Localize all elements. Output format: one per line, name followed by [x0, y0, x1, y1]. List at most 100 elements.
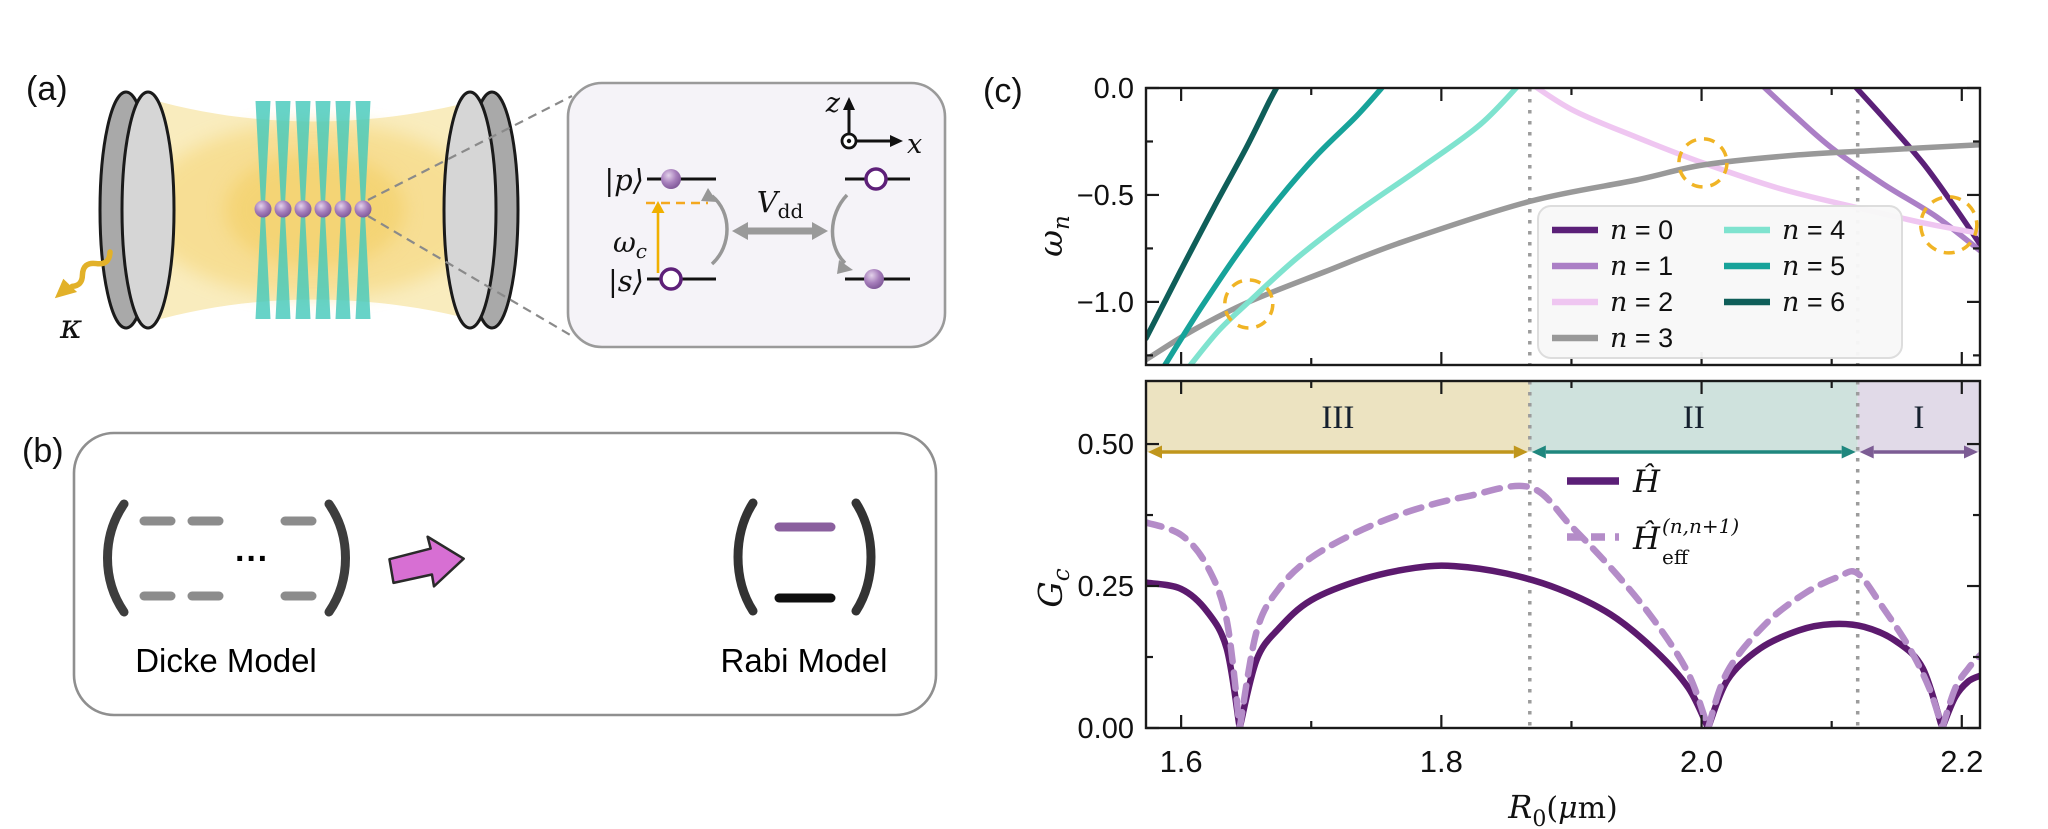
region-arrowhead-left-II [1531, 445, 1546, 459]
reduction-arrow-shape [388, 535, 465, 588]
vdd-base: V [757, 185, 781, 219]
region-band-II [1529, 381, 1858, 452]
top-chart-frame [1144, 86, 1982, 367]
state-s-label: |s⟩ [608, 264, 644, 298]
region-bands: III II I [1146, 381, 1980, 459]
dipole-exchange-arrowhead-left [732, 222, 748, 240]
xtick-label: 1.6 [1160, 744, 1203, 779]
omega-c-sub: c [636, 239, 647, 263]
panel-b-box [72, 431, 938, 717]
zoom-wedge-line-top [367, 95, 573, 201]
H-hat: Ĥ [1632, 462, 1661, 500]
atom [254, 200, 272, 218]
curve-n=6 [1146, 88, 1280, 342]
xtick-label: 2.2 [1940, 744, 1983, 779]
rabi-matrix: Rabi Model [721, 498, 887, 679]
Heff-sup: (n,n+1) [1662, 514, 1739, 538]
xtick-label: 2.0 [1680, 744, 1723, 779]
omega-c-arrowhead [651, 201, 665, 213]
top-chart-curves [1146, 88, 1980, 365]
Heff-sub: eff [1662, 545, 1690, 569]
atom [334, 200, 352, 218]
region-arrowhead-left-III [1148, 445, 1162, 459]
kappa-arrowhead [54, 278, 78, 299]
dicke-matrix: ··· Dicke Model [103, 499, 350, 679]
z-axis-label: z [825, 88, 841, 119]
ytick-label: −0.5 [1077, 180, 1134, 212]
curve-n=2 [1532, 88, 1980, 237]
region-label-III: III [1321, 400, 1354, 436]
paren-open: ( [1546, 791, 1558, 826]
panel-b-label: (b) [22, 432, 64, 470]
panel-a-label: (a) [26, 70, 68, 108]
panel-c: (c) III II I 0.0−0.5−1.00.000.250.501.6 1.8… [983, 72, 1983, 829]
panel-b: (b) ··· Dicke Model [22, 431, 938, 717]
omega-c-base: ω [613, 226, 636, 259]
region-band-III [1146, 381, 1530, 452]
legend-H-label: Ĥ [1632, 462, 1661, 500]
right-transition-arrowhead [837, 260, 853, 274]
Heff-hat: Ĥ [1632, 519, 1661, 557]
zoom-wedge-line-bottom [367, 215, 573, 337]
xtick-label: 1.8 [1420, 744, 1463, 779]
left-mirror [98, 90, 176, 330]
resonance-dotted-lines [1528, 88, 1860, 728]
crossing-circle-1 [1223, 278, 1275, 330]
right-excited-hole-circle [864, 167, 888, 191]
ytick-label: 0.25 [1078, 571, 1134, 603]
ytick-label: 0.0 [1094, 73, 1134, 105]
curve-n=5 [1161, 88, 1386, 365]
mu: μ [1558, 791, 1578, 826]
atom-chain [254, 200, 372, 218]
legend-label-n=3: n = 3 [1610, 323, 1673, 354]
axis-tick-labels: 0.0 −0.5 −1.0 0.00 0.25 0.50 1.6 1.8 2.0 2.2 [1077, 73, 1984, 779]
kappa-label: κ [59, 307, 82, 347]
legend-label-n=1: n = 1 [1610, 251, 1673, 282]
G-base: G [1031, 581, 1070, 607]
vdd-sub: dd [778, 199, 804, 223]
bottom-chart-legend: Ĥ Ĥ (n,n+1) eff [1567, 462, 1743, 569]
legend-label-n=4: n = 4 [1782, 215, 1845, 246]
x-axis-label: x [907, 129, 922, 160]
dicke-left-paren [103, 499, 129, 617]
left-transition-arrow-line [710, 194, 729, 266]
dicke-diagonal-dashes [139, 516, 317, 601]
region-arrowhead-left-I [1859, 445, 1874, 459]
curve-n=4 [1187, 88, 1520, 365]
region-arrowhead-right-II [1841, 445, 1856, 459]
top-ylabel: ωn [1031, 215, 1075, 257]
atom [274, 200, 292, 218]
region-band-I [1857, 381, 1980, 452]
crossing-circles [1223, 137, 1979, 330]
curve-H-full [1146, 562, 1980, 728]
omega-base: ω [1031, 230, 1070, 257]
ytick-label: 0.00 [1078, 713, 1134, 745]
excited-atom-ball [661, 169, 681, 189]
legend-label-n=0: n = 0 [1610, 215, 1673, 246]
rabi-right-paren [851, 498, 876, 616]
curve-H-eff [1146, 482, 1980, 728]
right-mirror-face [442, 90, 498, 330]
curve-n=1 [1760, 88, 1980, 254]
kappa-wavy-line [69, 249, 113, 290]
region-arrowhead-right-I [1964, 445, 1978, 459]
ytick-label: −1.0 [1077, 287, 1134, 319]
dicke-right-paren [324, 499, 350, 617]
legend-label-n=5: n = 5 [1782, 251, 1845, 282]
atom [294, 200, 312, 218]
omega-c-label: ωc [613, 226, 647, 263]
legend-Heff-label: Ĥ (n,n+1) eff [1632, 514, 1743, 569]
axis-ticks [1146, 86, 1980, 730]
region-label-II: II [1683, 400, 1705, 436]
panel-c-label: (c) [983, 72, 1023, 110]
right-transition-arrow-line [830, 193, 849, 265]
curve-n=0 [1852, 88, 1980, 247]
left-mirror-face [120, 90, 176, 330]
right-ground-atom-ball [864, 269, 884, 289]
bottom-ylabel: Gc [1031, 568, 1075, 607]
crossing-circle-2 [1677, 137, 1729, 189]
bottom-chart-frame [1144, 379, 1982, 730]
state-p-label: |p⟩ [604, 163, 644, 197]
rabi-left-paren [733, 498, 758, 616]
